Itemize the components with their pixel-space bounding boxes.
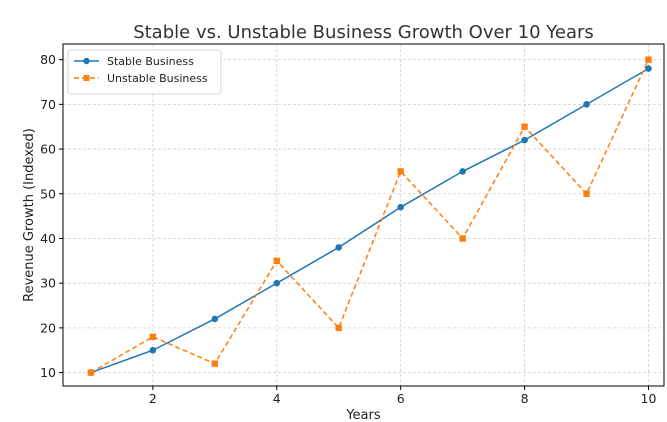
data-point-square (583, 190, 590, 197)
series-line-2 (90, 59, 650, 374)
y-tick-label: 50 (40, 186, 56, 201)
data-point-square (335, 324, 342, 332)
y-tick-label: 10 (40, 365, 56, 380)
x-tick-label: 8 (521, 391, 529, 406)
y-tick-label: 60 (40, 142, 56, 157)
data-point-square (521, 123, 528, 130)
y-axis-label: Revenue Growth (Indexed) (22, 128, 37, 302)
y-tick-label: 30 (40, 276, 56, 291)
x-tick-label: 2 (149, 391, 157, 406)
y-tick-label: 70 (40, 97, 56, 112)
data-point-circle (521, 136, 528, 144)
data-point-circle (397, 203, 404, 211)
x-axis-label: Years (345, 408, 381, 422)
y-tick-label: 80 (40, 52, 56, 67)
legend-label: Unstable Business (107, 72, 208, 85)
data-point-circle (149, 346, 157, 354)
data-point-circle (211, 315, 219, 323)
x-tick-label: 10 (641, 391, 657, 406)
data-point-square (149, 333, 157, 341)
y-tick-label: 20 (40, 320, 56, 335)
data-point-square (459, 235, 466, 242)
chart-title: Stable vs. Unstable Business Growth Over… (133, 22, 594, 43)
data-point-circle (645, 65, 652, 72)
data-point-square (397, 168, 404, 175)
data-point-square (211, 360, 218, 367)
data-point-circle (273, 279, 281, 287)
x-tick-label: 4 (273, 391, 281, 406)
legend-marker-circle (83, 57, 90, 65)
data-point-square (87, 369, 95, 376)
series-line-1 (90, 67, 649, 374)
plot-series (87, 56, 652, 376)
data-point-circle (335, 244, 343, 251)
axis-ticks: 2 4 6 8 10 10 20 30 40 50 60 70 80 (40, 52, 656, 406)
legend-label: Stable Business (107, 55, 194, 68)
data-point-circle (459, 168, 466, 175)
data-point-square (273, 257, 280, 265)
y-tick-label: 40 (40, 231, 56, 246)
legend: Stable Business Unstable Business (67, 49, 222, 95)
legend-box (67, 49, 222, 95)
grid (63, 44, 664, 386)
data-point-circle (583, 101, 590, 108)
legend-marker-square (83, 75, 90, 81)
x-tick-label: 6 (397, 391, 405, 406)
data-point-square (645, 56, 652, 63)
plot-frame (62, 43, 665, 387)
